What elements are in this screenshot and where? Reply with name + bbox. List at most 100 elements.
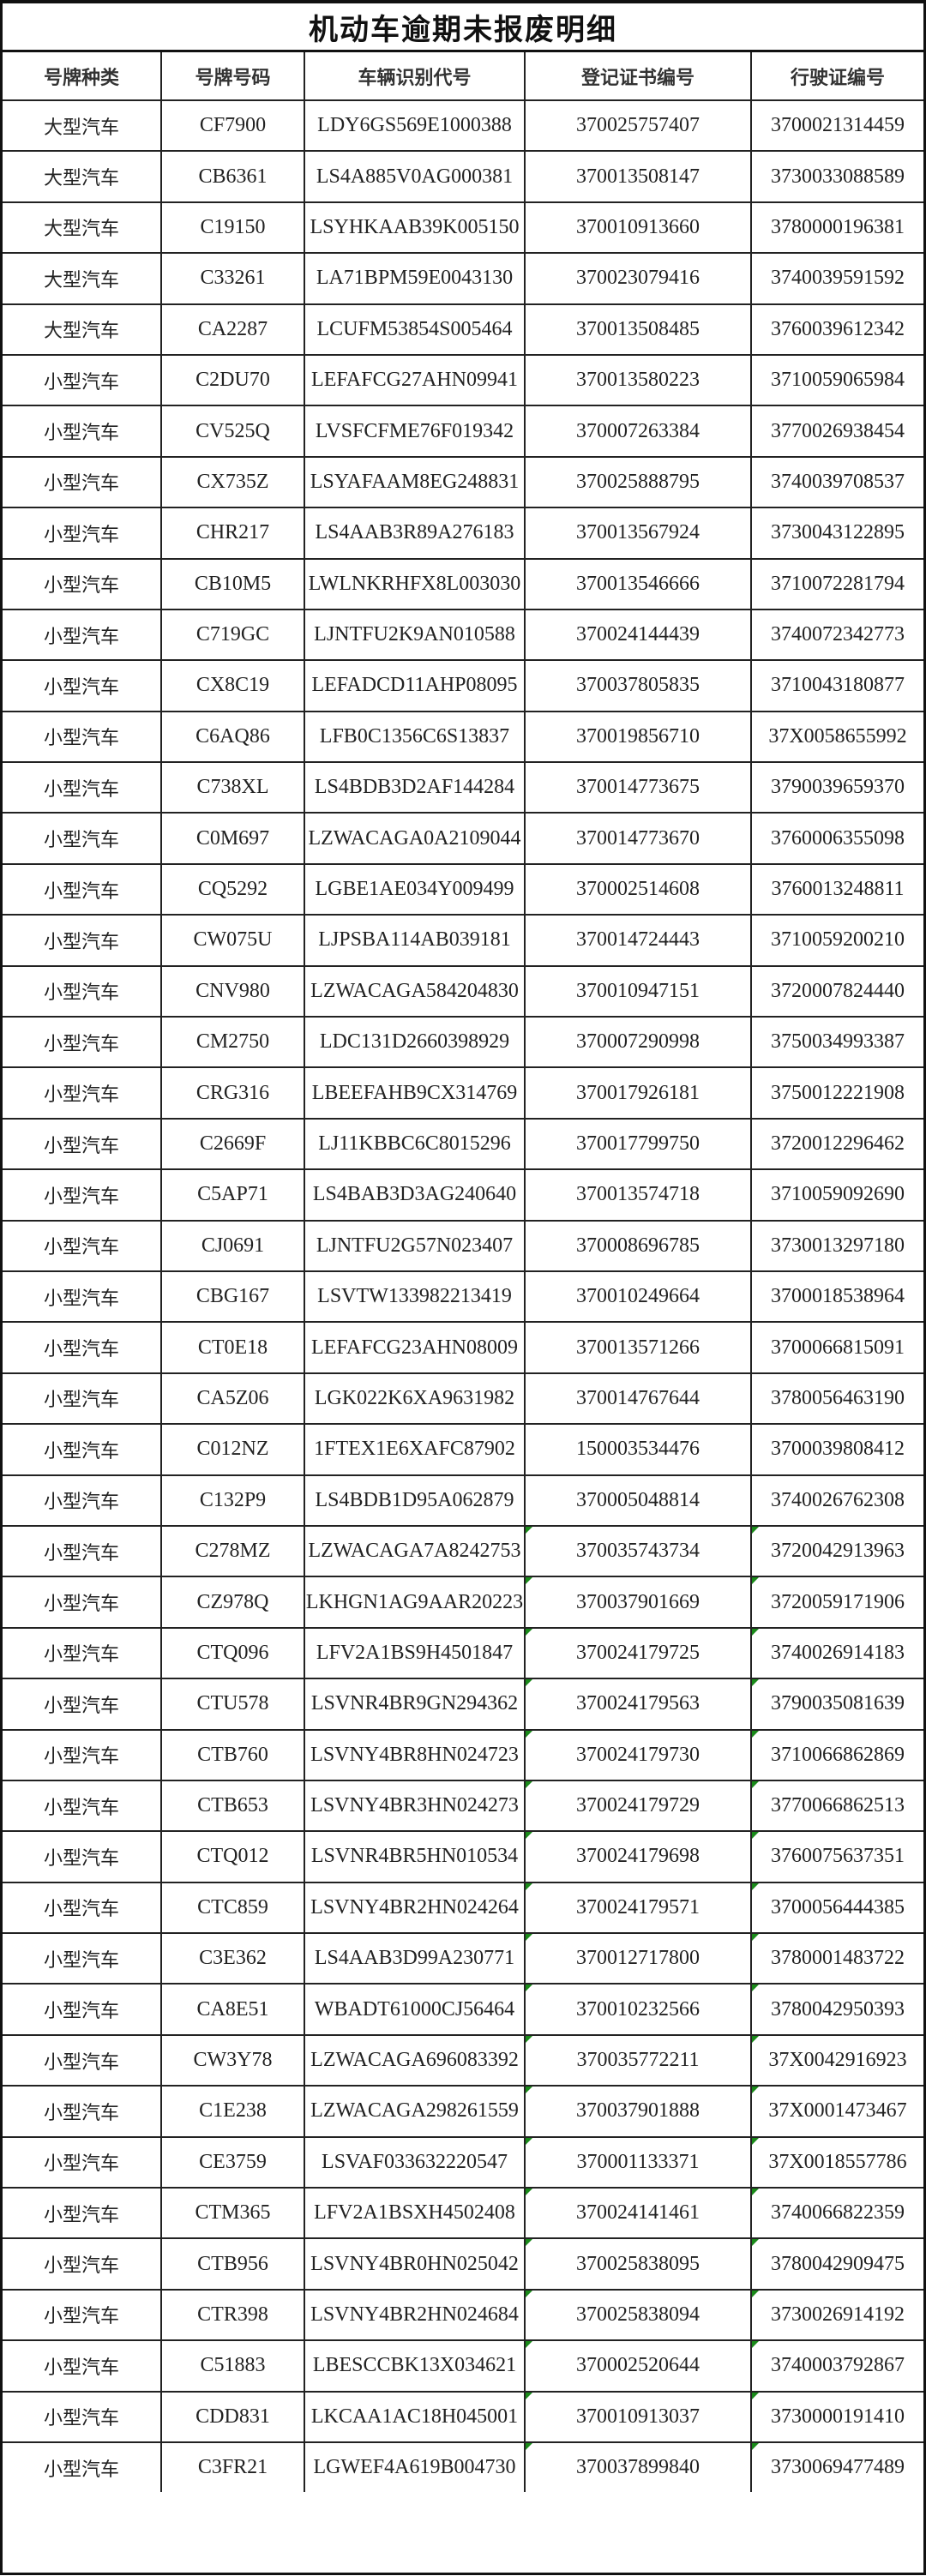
cell-plate-type[interactable]: 小型汽车 [3, 1524, 162, 1578]
cell-driving-license[interactable]: 3720007824440 [750, 964, 923, 1018]
cell-plate-type[interactable]: 小型汽车 [3, 1678, 162, 1731]
cell-vin[interactable]: LGBE1AE034Y009499 [304, 862, 526, 916]
cell-plate-number[interactable]: C33261 [160, 252, 305, 305]
cell-vin[interactable]: LSVAF033632220547 [304, 2135, 526, 2189]
cell-driving-license[interactable]: 3740003792867 [750, 2339, 923, 2393]
header-plate-type[interactable]: 号牌种类 [3, 52, 162, 101]
cell-plate-number[interactable]: CW3Y78 [160, 2033, 305, 2087]
cell-plate-number[interactable]: C012NZ [160, 1423, 305, 1476]
cell-driving-license[interactable]: 3710059065984 [750, 353, 923, 407]
cell-plate-number[interactable]: CTC859 [160, 1881, 305, 1935]
cell-registration-cert[interactable]: 370025757407 [524, 99, 752, 153]
cell-registration-cert[interactable]: 370014767644 [524, 1372, 752, 1426]
cell-plate-number[interactable]: CZ978Q [160, 1576, 305, 1629]
cell-registration-cert[interactable]: 370017926181 [524, 1066, 752, 1120]
cell-plate-type[interactable]: 小型汽车 [3, 2339, 162, 2393]
cell-driving-license[interactable]: 3740026914183 [750, 1626, 923, 1680]
cell-driving-license[interactable]: 3780056463190 [750, 1372, 923, 1426]
cell-plate-number[interactable]: CX735Z [160, 455, 305, 509]
cell-vin[interactable]: WBADT61000CJ56464 [304, 1983, 526, 2036]
cell-driving-license[interactable]: 37X0018557786 [750, 2135, 923, 2189]
cell-driving-license[interactable]: 3730033088589 [750, 150, 923, 203]
cell-vin[interactable]: LA71BPM59E0043130 [304, 252, 526, 305]
cell-driving-license[interactable]: 3740072342773 [750, 608, 923, 662]
cell-registration-cert[interactable]: 370037805835 [524, 659, 752, 712]
cell-plate-number[interactable]: CTB760 [160, 1728, 305, 1781]
cell-registration-cert[interactable]: 370010232566 [524, 1983, 752, 2036]
cell-plate-number[interactable]: C6AQ86 [160, 710, 305, 764]
cell-registration-cert[interactable]: 370007290998 [524, 1016, 752, 1069]
cell-registration-cert[interactable]: 370025888795 [524, 455, 752, 509]
cell-plate-number[interactable]: C3E362 [160, 1932, 305, 1985]
cell-registration-cert[interactable]: 370002514608 [524, 862, 752, 916]
cell-registration-cert[interactable]: 370024179725 [524, 1626, 752, 1680]
header-vin[interactable]: 车辆识别代号 [304, 52, 526, 101]
cell-registration-cert[interactable]: 370012717800 [524, 1932, 752, 1985]
cell-driving-license[interactable]: 3730026914192 [750, 2288, 923, 2342]
cell-registration-cert[interactable]: 370023079416 [524, 252, 752, 305]
cell-plate-number[interactable]: C2669F [160, 1117, 305, 1171]
cell-plate-type[interactable]: 小型汽车 [3, 2288, 162, 2342]
cell-driving-license[interactable]: 3710072281794 [750, 557, 923, 610]
cell-driving-license[interactable]: 3720059171906 [750, 1576, 923, 1629]
cell-driving-license[interactable]: 3790035081639 [750, 1678, 923, 1731]
cell-plate-type[interactable]: 小型汽车 [3, 1881, 162, 1935]
cell-plate-type[interactable]: 大型汽车 [3, 201, 162, 255]
cell-driving-license[interactable]: 3740026762308 [750, 1474, 923, 1527]
cell-plate-type[interactable]: 小型汽车 [3, 1983, 162, 2036]
cell-plate-type[interactable]: 小型汽车 [3, 2441, 162, 2493]
cell-plate-type[interactable]: 小型汽车 [3, 1066, 162, 1120]
cell-plate-number[interactable]: CHR217 [160, 507, 305, 560]
cell-plate-type[interactable]: 小型汽车 [3, 1117, 162, 1171]
cell-plate-number[interactable]: CA5Z06 [160, 1372, 305, 1426]
cell-vin[interactable]: LZWACAGA7A8242753 [304, 1524, 526, 1578]
cell-vin[interactable]: LGK022K6XA9631982 [304, 1372, 526, 1426]
cell-plate-number[interactable]: CTB956 [160, 2237, 305, 2291]
cell-plate-number[interactable]: C719GC [160, 608, 305, 662]
cell-plate-type[interactable]: 小型汽车 [3, 2135, 162, 2189]
cell-registration-cert[interactable]: 370024179563 [524, 1678, 752, 1731]
cell-vin[interactable]: LJ11KBBC6C8015296 [304, 1117, 526, 1171]
cell-driving-license[interactable]: 3710059092690 [750, 1168, 923, 1222]
cell-vin[interactable]: LKCAA1AC18H045001 [304, 2390, 526, 2443]
cell-registration-cert[interactable]: 370024179730 [524, 1728, 752, 1781]
cell-plate-type[interactable]: 大型汽车 [3, 252, 162, 305]
cell-driving-license[interactable]: 3700066815091 [750, 1321, 923, 1374]
cell-vin[interactable]: LFV2A1BS9H4501847 [304, 1626, 526, 1680]
cell-vin[interactable]: LVSFCFME76F019342 [304, 405, 526, 458]
cell-plate-type[interactable]: 小型汽车 [3, 761, 162, 814]
cell-vin[interactable]: LS4BDB3D2AF144284 [304, 761, 526, 814]
cell-plate-type[interactable]: 小型汽车 [3, 1576, 162, 1629]
cell-plate-type[interactable]: 小型汽车 [3, 353, 162, 407]
cell-plate-type[interactable]: 小型汽车 [3, 2187, 162, 2240]
cell-registration-cert[interactable]: 370024179729 [524, 1779, 752, 1833]
cell-plate-type[interactable]: 小型汽车 [3, 862, 162, 916]
cell-driving-license[interactable]: 3700018538964 [750, 1270, 923, 1324]
cell-plate-number[interactable]: CRG316 [160, 1066, 305, 1120]
cell-plate-type[interactable]: 小型汽车 [3, 1779, 162, 1833]
cell-registration-cert[interactable]: 370013508485 [524, 303, 752, 356]
cell-vin[interactable]: LSYHKAAB39K005150 [304, 201, 526, 255]
cell-plate-type[interactable]: 小型汽车 [3, 1932, 162, 1985]
cell-driving-license[interactable]: 3750012221908 [750, 1066, 923, 1120]
cell-driving-license[interactable]: 3780000196381 [750, 201, 923, 255]
cell-vin[interactable]: LSVNR4BR9GN294362 [304, 1678, 526, 1731]
cell-vin[interactable]: LDY6GS569E1000388 [304, 99, 526, 153]
cell-plate-type[interactable]: 小型汽车 [3, 1321, 162, 1374]
cell-registration-cert[interactable]: 370014724443 [524, 914, 752, 967]
cell-driving-license[interactable]: 3760075637351 [750, 1830, 923, 1883]
cell-driving-license[interactable]: 3730069477489 [750, 2441, 923, 2493]
cell-plate-number[interactable]: CTB653 [160, 1779, 305, 1833]
cell-plate-type[interactable]: 小型汽车 [3, 1474, 162, 1527]
cell-vin[interactable]: LSYAFAAM8EG248831 [304, 455, 526, 509]
cell-registration-cert[interactable]: 370010249664 [524, 1270, 752, 1324]
cell-plate-number[interactable]: CTQ012 [160, 1830, 305, 1883]
cell-driving-license[interactable]: 3720042913963 [750, 1524, 923, 1578]
cell-registration-cert[interactable]: 370013546666 [524, 557, 752, 610]
cell-plate-number[interactable]: CV525Q [160, 405, 305, 458]
cell-vin[interactable]: LS4A885V0AG000381 [304, 150, 526, 203]
cell-vin[interactable]: 1FTEX1E6XAFC87902 [304, 1423, 526, 1476]
cell-registration-cert[interactable]: 370014773675 [524, 761, 752, 814]
cell-plate-type[interactable]: 小型汽车 [3, 455, 162, 509]
cell-driving-license[interactable]: 37X0001473467 [750, 2085, 923, 2138]
